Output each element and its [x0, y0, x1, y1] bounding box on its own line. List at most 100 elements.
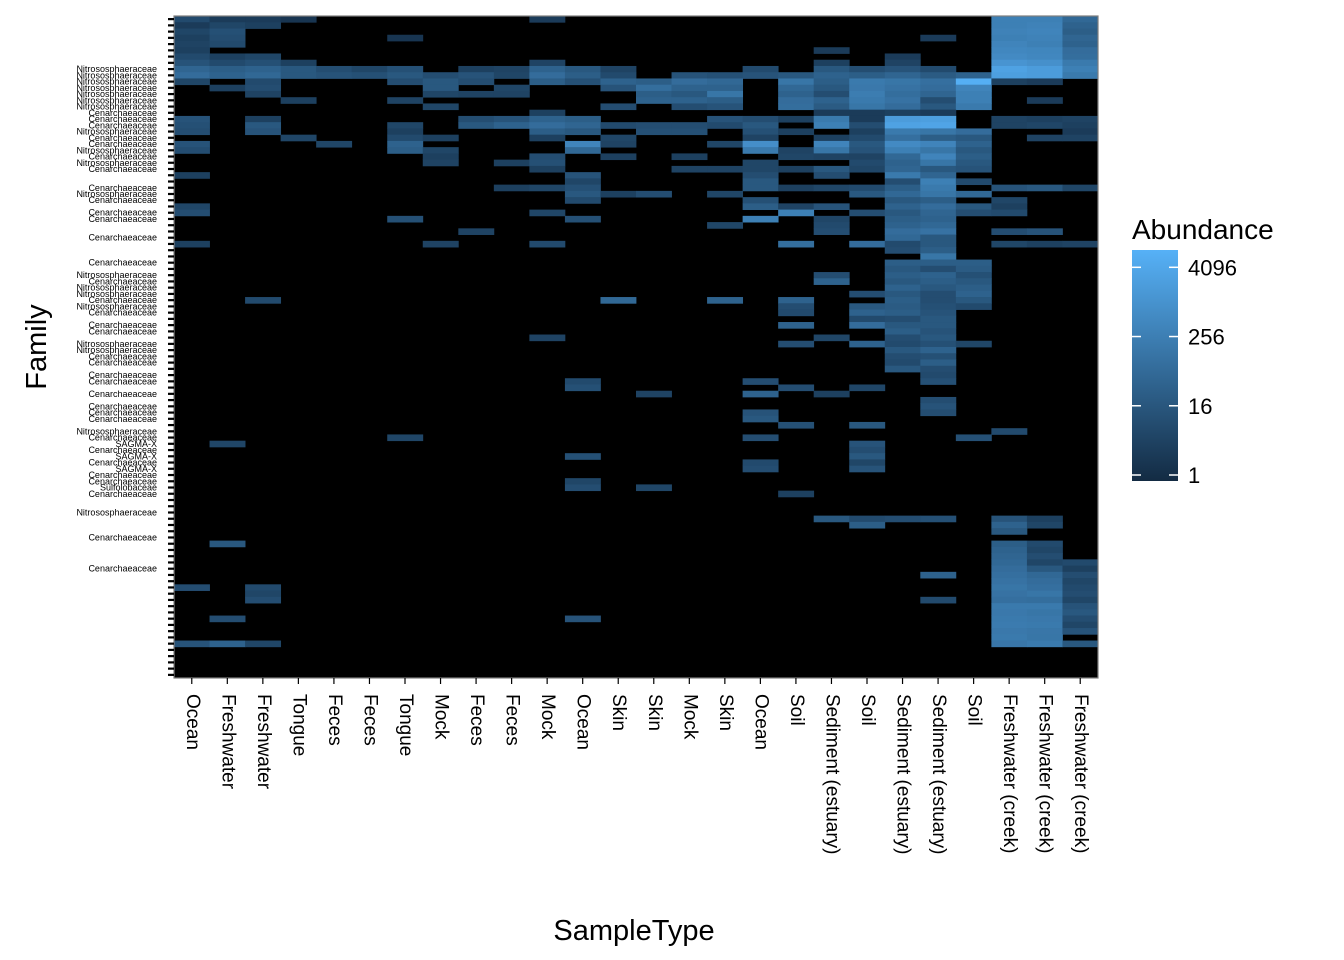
y-tick-label: Nitrososphaeraceae [76, 64, 157, 74]
heatmap-cell [955, 190, 992, 198]
heatmap-cell [778, 203, 815, 211]
heatmap-cell [1026, 59, 1063, 67]
heatmap-cell [813, 222, 850, 229]
heatmap-cell [884, 247, 921, 254]
heatmap-cell [955, 265, 992, 273]
legend-break-label: 4096 [1188, 255, 1237, 280]
x-tick-label: Freshwater (creek) [1035, 694, 1056, 853]
heatmap-cell [991, 603, 1028, 610]
heatmap-cell [991, 22, 1028, 29]
heatmap-cell [280, 134, 317, 142]
heatmap-cell [884, 359, 921, 367]
heatmap-cell [209, 615, 246, 623]
heatmap-cell [955, 178, 992, 186]
y-tick-label: Cenarchaeaceae [88, 276, 157, 286]
y-tick-label: Cenarchaeaceae [88, 164, 157, 174]
heatmap-cell [1026, 240, 1063, 248]
heatmap-cell [174, 140, 210, 148]
heatmap-cell [884, 259, 921, 267]
heatmap-cell [991, 559, 1028, 566]
heatmap-cell [884, 103, 921, 111]
heatmap-cell [884, 197, 921, 204]
heatmap-cell [849, 147, 886, 154]
y-tick-label: Cenarchaeaceae [88, 470, 157, 480]
heatmap-cell [600, 84, 637, 92]
panel-border [173, 15, 1099, 679]
heatmap-cell [813, 59, 850, 67]
heatmap-cell [920, 140, 957, 148]
heatmap-cell [245, 584, 282, 591]
heatmap-cell [920, 234, 957, 242]
heatmap-cell [991, 428, 1028, 435]
heatmap-cell [884, 165, 921, 173]
y-tick-label: Cenarchaeaceae [88, 445, 157, 455]
heatmap-cell [849, 290, 886, 298]
heatmap-cell [316, 65, 353, 73]
heatmap-cell [1062, 578, 1099, 585]
heatmap-cell [920, 153, 957, 161]
heatmap-cell [174, 34, 210, 42]
heatmap-cell [742, 378, 779, 385]
heatmap-cell [387, 122, 424, 129]
heatmap-cell [742, 115, 779, 123]
heatmap-cell [991, 197, 1028, 204]
heatmap-cell [920, 190, 957, 198]
heatmap-cell [1062, 34, 1099, 42]
heatmap-cell [955, 84, 992, 92]
heatmap-cell [174, 65, 210, 73]
heatmap-cell [707, 165, 744, 173]
heatmap-cell [564, 478, 601, 485]
heatmap-cell [564, 453, 601, 460]
heatmap-cell [458, 122, 495, 129]
heatmap-cell [209, 59, 246, 67]
heatmap-cell [849, 515, 886, 523]
heatmap-cell [529, 109, 566, 117]
heatmap-cell [849, 72, 886, 79]
heatmap-cell [849, 521, 886, 529]
heatmap-cell [742, 165, 779, 173]
y-tick-label: Cenarchaeaceae [88, 458, 157, 468]
heatmap-cell [458, 115, 495, 123]
y-tick-label: Cenarchaeaceae [88, 183, 157, 193]
heatmap-cell [174, 584, 210, 591]
heatmap-cell [955, 272, 992, 279]
heatmap-cell [884, 515, 921, 523]
heatmap-cell [174, 122, 210, 129]
heatmap-cell [955, 165, 992, 173]
heatmap-cell [1062, 559, 1099, 566]
heatmap-cell [884, 153, 921, 161]
heatmap-cell [742, 147, 779, 154]
heatmap-cell [884, 347, 921, 354]
heatmap-cell [564, 122, 601, 129]
heatmap-cell [671, 122, 708, 129]
heatmap-cell [209, 640, 246, 648]
y-tick-label: Nitrososphaeraceae [76, 83, 157, 93]
heatmap-cell [920, 340, 957, 348]
heatmap-cell [671, 72, 708, 79]
heatmap-cell [174, 240, 210, 248]
heatmap-cell [813, 47, 850, 54]
heatmap-cell [884, 140, 921, 148]
heatmap-cell [707, 297, 744, 304]
heatmap-cell [209, 28, 246, 36]
heatmap-cell [849, 122, 886, 129]
heatmap-cell [245, 53, 282, 61]
heatmap-cell [920, 97, 957, 104]
heatmap-cell [742, 415, 779, 423]
heatmap-cell [1062, 122, 1099, 129]
heatmap-cell [1062, 65, 1099, 73]
heatmap-cell [920, 122, 957, 129]
heatmap-cell [1062, 53, 1099, 61]
heatmap-cell [849, 109, 886, 117]
heatmap-cell [1062, 28, 1099, 36]
y-tick-label: Cenarchaeaceae [88, 195, 157, 205]
heatmap-cell [707, 103, 744, 111]
heatmap-cell [849, 421, 886, 429]
x-tick-label: Sediment (estuary) [893, 694, 914, 855]
y-tick-label: Cenarchaeaceae [88, 401, 157, 411]
heatmap-cell [778, 103, 815, 111]
heatmap-cell [209, 53, 246, 61]
heatmap-cell [316, 140, 353, 148]
heatmap-cell [991, 565, 1028, 573]
heatmap-cell [742, 184, 779, 192]
